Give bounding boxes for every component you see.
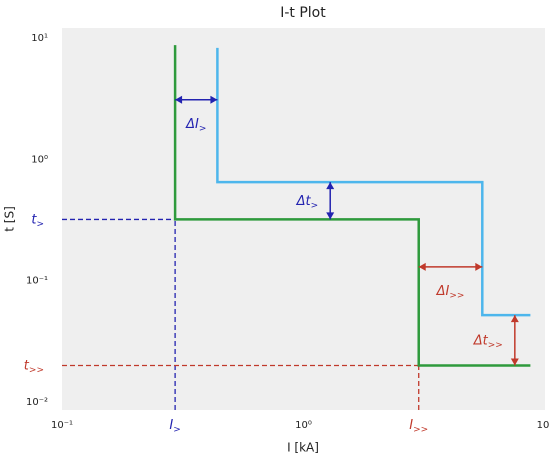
arrow-head [175, 95, 183, 104]
arrow-head [475, 262, 483, 271]
subscript: > [199, 123, 207, 133]
symbol: t [31, 212, 37, 227]
symbol: ΔI [185, 116, 199, 131]
y-tick-label: 10¹ [31, 33, 48, 44]
symbol-label: I>> [409, 418, 428, 435]
symbol-label: t> [31, 212, 44, 229]
series-line [216, 47, 531, 317]
arrow-head [326, 212, 335, 220]
subscript: > [36, 219, 44, 229]
arrow-head [326, 182, 335, 190]
symbol: t [24, 358, 30, 373]
symbol: I [169, 418, 173, 433]
x-axis-title: I [kA] [287, 441, 319, 455]
y-tick-label: 10⁻² [26, 397, 48, 408]
symbol-label: t>> [24, 358, 44, 375]
subscript: > [311, 200, 319, 210]
subscript: >> [488, 340, 503, 350]
x-tick-label: 10⁻¹ [51, 420, 73, 431]
arrow-head [210, 95, 218, 104]
x-tick-label: 10¹ [537, 420, 550, 431]
y-tick-label: 10⁰ [31, 154, 48, 165]
subscript: >> [29, 365, 44, 375]
chart-title: I-t Plot [280, 5, 326, 21]
symbol-label: I> [169, 418, 180, 435]
arrow-head [418, 262, 426, 271]
symbol: I [409, 418, 413, 433]
symbol: ΔI [436, 283, 450, 298]
series-line [173, 45, 531, 367]
x-tick-label: 10⁰ [295, 420, 312, 431]
arrow-head [510, 358, 519, 366]
symbol-label: Δt>> [473, 333, 503, 350]
symbol: Δt [296, 193, 312, 208]
symbol-label: ΔI>> [436, 283, 465, 300]
symbol-label: Δt> [296, 193, 319, 210]
symbol-label: ΔI> [185, 116, 206, 133]
subscript: > [173, 425, 181, 435]
arrow-head [510, 315, 519, 323]
y-tick-label: 10⁻¹ [26, 276, 48, 287]
symbol: Δt [473, 333, 489, 348]
subscript: >> [413, 425, 428, 435]
subscript: >> [449, 290, 464, 300]
y-axis-title: t [S] [3, 206, 17, 232]
